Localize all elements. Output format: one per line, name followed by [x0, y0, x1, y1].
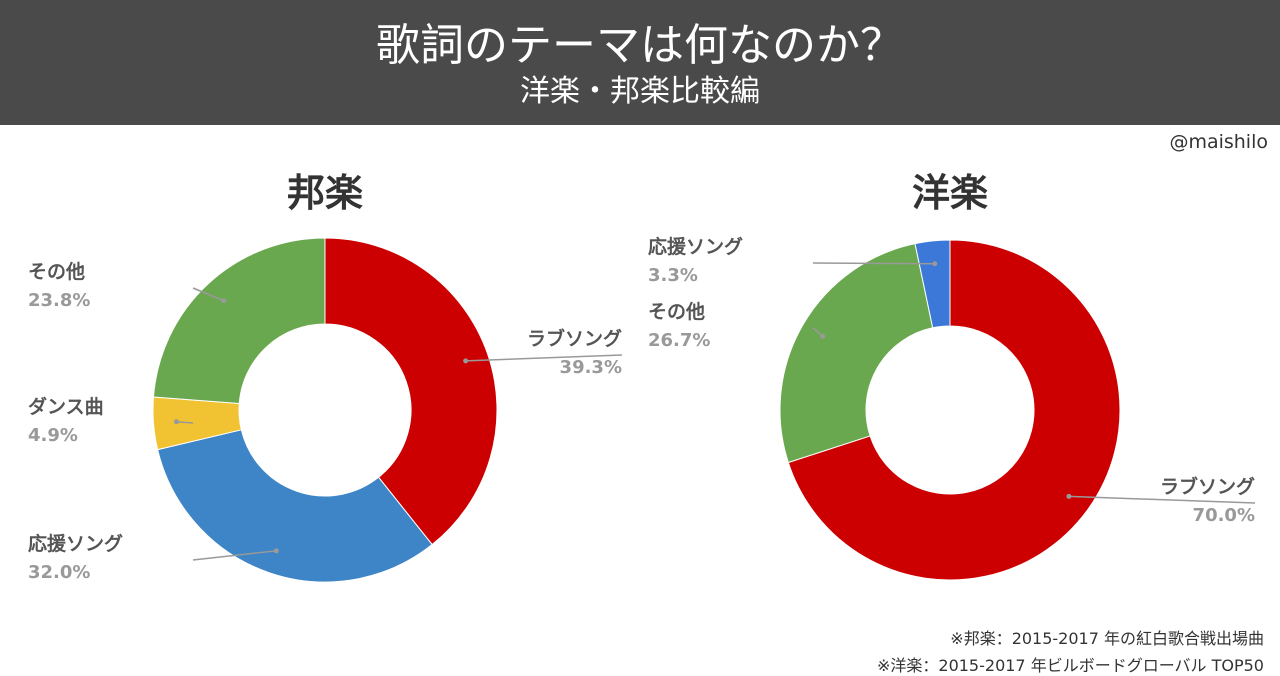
leader-line — [176, 420, 194, 424]
slice-value-label: 23.8% — [28, 290, 90, 311]
header-bar: 歌詞のテーマは何なのか？ 洋楽・邦楽比較編 — [0, 0, 1280, 125]
slice-label: その他 — [648, 300, 705, 323]
slice-label: ラブソング — [527, 327, 622, 350]
chart-title-japanese: 邦楽 — [286, 171, 363, 215]
slice-value-label: 70.0% — [1193, 505, 1255, 526]
donut-slice — [787, 239, 1121, 581]
leader-line — [1068, 495, 1256, 504]
slice-value-label: 39.3% — [560, 357, 622, 378]
slice-value-label: 4.9% — [28, 425, 78, 446]
leader-line — [812, 262, 935, 265]
slice-label: 応援ソング — [28, 532, 123, 555]
leader-line — [192, 550, 277, 561]
donut-slice — [779, 243, 934, 464]
slice-label: ダンス曲 — [28, 395, 104, 418]
leader-line — [192, 287, 224, 302]
donut-slice — [152, 237, 326, 405]
chart-title-western: 洋楽 — [911, 171, 988, 215]
donut-slice — [157, 429, 433, 583]
leader-line — [465, 354, 623, 362]
slice-value-label: 32.0% — [28, 562, 90, 583]
leader-line — [812, 327, 824, 337]
slice-label: その他 — [28, 260, 85, 283]
author-credit: @maishilo — [1169, 131, 1268, 153]
page-subtitle: 洋楽・邦楽比較編 — [520, 74, 760, 109]
slice-value-label: 26.7% — [648, 330, 710, 351]
slice-label: ラブソング — [1160, 475, 1255, 498]
footnote-japanese: ※邦楽：2015-2017 年の紅白歌合戦出場曲 — [950, 629, 1264, 648]
footnote-western: ※洋楽：2015-2017 年ビルボードグローバル TOP50 — [876, 656, 1264, 675]
slice-label: 応援ソング — [648, 235, 743, 258]
donut-slice — [914, 239, 951, 329]
donut-slice — [324, 237, 498, 546]
page-title: 歌詞のテーマは何なのか？ — [376, 20, 904, 71]
slice-value-label: 3.3% — [648, 265, 698, 286]
